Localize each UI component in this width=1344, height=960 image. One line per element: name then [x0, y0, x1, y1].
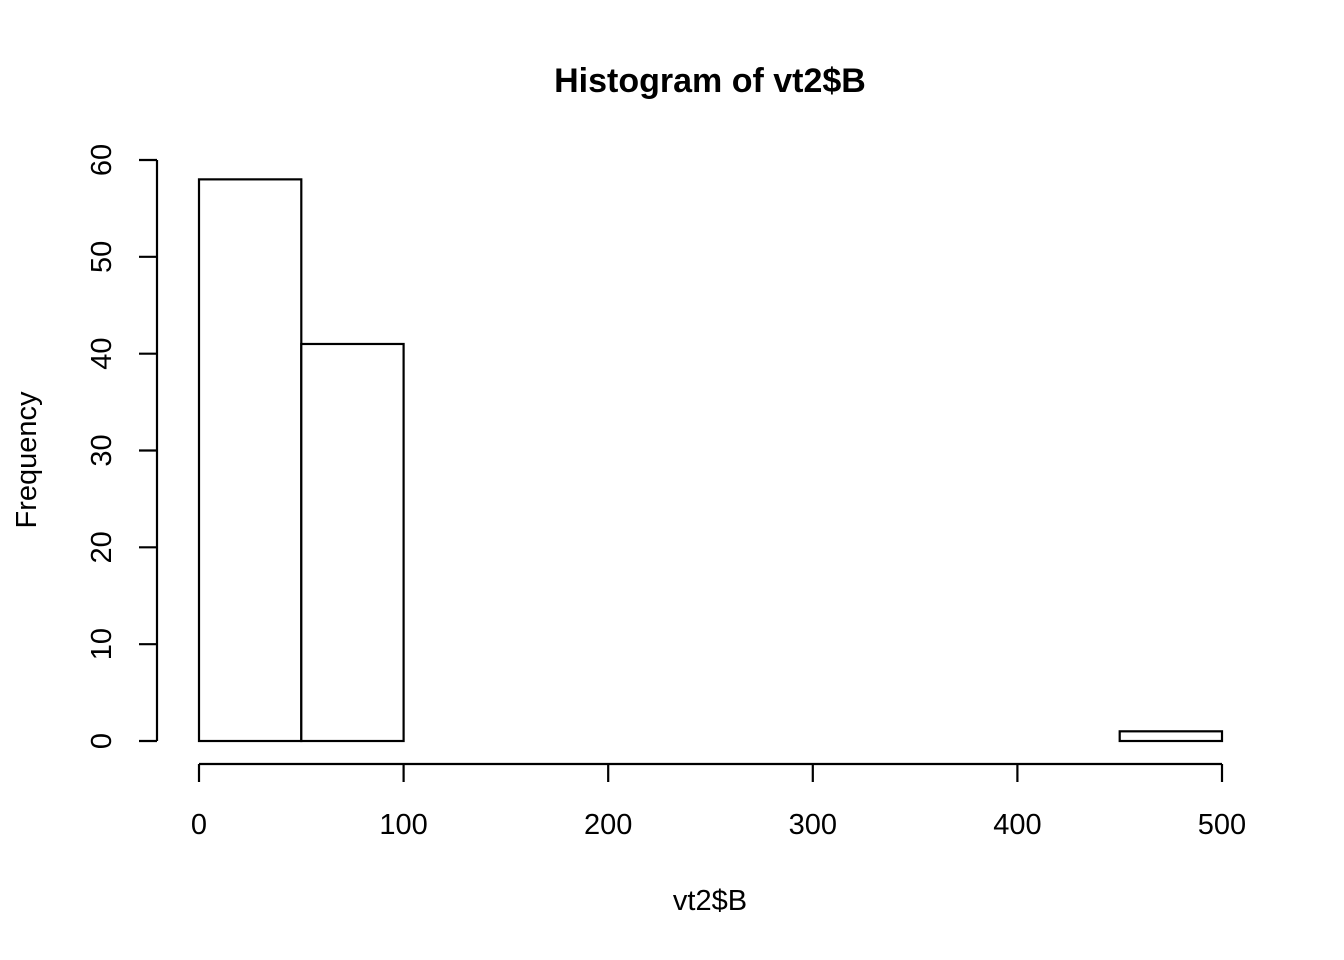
histogram-bar-50-100	[300, 342, 405, 743]
y-tick-label: 20	[86, 531, 118, 563]
histogram-bars	[197, 178, 1224, 743]
y-tick-label: 40	[86, 338, 118, 370]
y-axis: 0 10 20 30 40 50 60	[86, 144, 159, 749]
y-tick-label: 30	[86, 434, 118, 466]
x-tick-label: 200	[584, 809, 632, 841]
y-axis-label: Frequency	[11, 391, 43, 529]
y-tick-label: 50	[86, 241, 118, 273]
x-axis-label: vt2$B	[673, 885, 747, 917]
histogram-bar-450-500	[1118, 730, 1224, 743]
histogram-bar-0-50	[197, 178, 303, 743]
y-tick-label: 10	[86, 628, 118, 660]
y-tick-label: 60	[86, 144, 118, 176]
y-tick-label: 0	[86, 733, 118, 749]
x-tick-label: 400	[993, 809, 1041, 841]
x-axis: 0 100 200 300 400 500	[191, 762, 1246, 841]
chart-title: Histogram of vt2$B	[554, 62, 866, 100]
x-tick-label: 500	[1198, 809, 1246, 841]
x-tick-label: 100	[379, 809, 427, 841]
x-tick-label: 300	[789, 809, 837, 841]
x-tick-label: 0	[191, 809, 207, 841]
